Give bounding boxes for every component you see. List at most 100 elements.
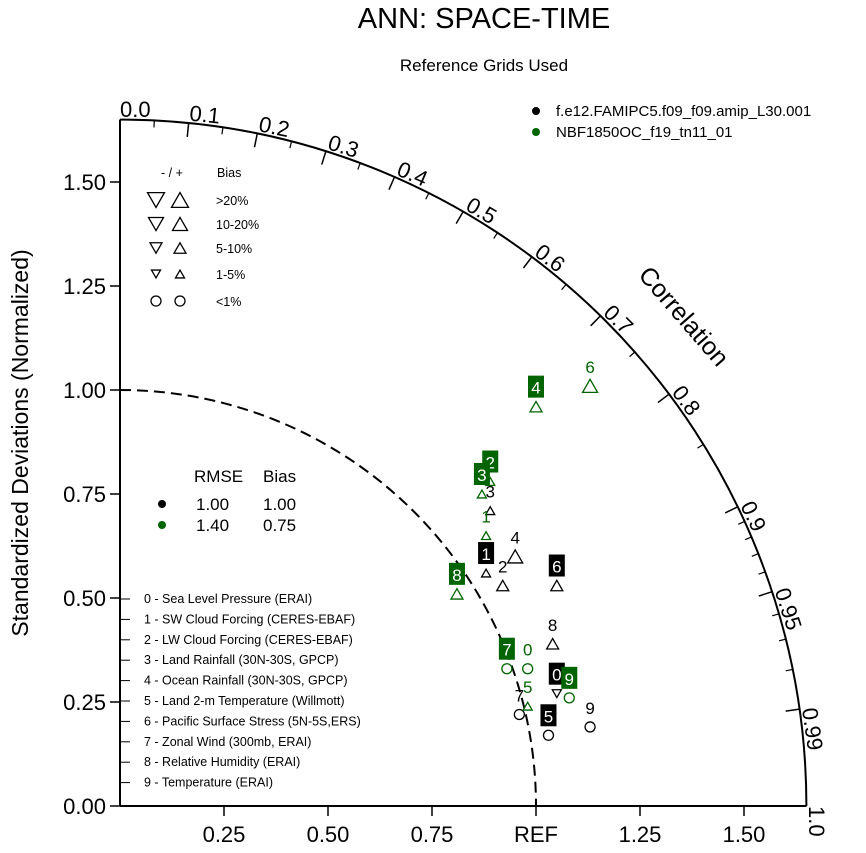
data-point-label-box (448, 562, 465, 585)
correlation-tick-label: 1.0 (804, 806, 829, 837)
variable-list-item: 0 - Sea Level Pressure (ERAI) (144, 592, 312, 606)
correlation-minor-tick (758, 571, 766, 575)
legend-layer: - / + Bias >20% 10-20% 5-10% 1-5% <1% RMSE Bias 1… (120, 103, 811, 790)
correlation-tick-label: 0.2 (257, 111, 292, 142)
bias-legend-triangle-pos (170, 191, 190, 209)
bias-legend-row-label: <1% (216, 295, 241, 309)
correlation-minor-tick (357, 162, 361, 170)
correlation-tick-label: 0.3 (325, 130, 362, 163)
data-point-label: 2 (498, 558, 507, 577)
data-point-marker (542, 729, 555, 741)
variable-list-item: 7 - Zonal Wind (300mb, ERAI) (144, 735, 311, 749)
series-legend-dot (532, 128, 540, 136)
variable-list-item: 4 - Ocean Rainfall (30N-30S, GPCP) (144, 674, 348, 688)
reference-circle (119, 389, 537, 807)
bias-legend-triangle-neg (147, 216, 165, 232)
y-tick-label: 0.75 (63, 482, 106, 507)
correlation-tick-label: 0.6 (530, 239, 569, 277)
rmse-legend-bias-value: 1.00 (263, 495, 296, 514)
variable-list-item: 3 - Land Rainfall (30N-30S, GPCP) (144, 653, 339, 667)
correlation-tick (321, 150, 327, 165)
rmse-legend-bias-value: 0.75 (263, 516, 296, 535)
data-point-label: 5 (523, 678, 532, 697)
correlation-minor-tick (425, 192, 430, 200)
data-point-label: 1 (481, 508, 490, 527)
data-point-label-box (548, 554, 565, 577)
correlation-minor-tick (751, 553, 759, 557)
data-point-label: 7 (515, 686, 524, 705)
variable-list-item: 9 - Temperature (ERAI) (144, 776, 273, 790)
correlation-tick (657, 393, 670, 404)
correlation-tick-label: 0.1 (188, 101, 221, 129)
x-ref-label: REF (514, 822, 558, 847)
data-point-label: 5 (544, 707, 553, 726)
correlation-tick-label: 0.9 (736, 497, 772, 535)
bias-legend-circle-pos (174, 295, 186, 307)
data-point-marker (549, 578, 564, 592)
y-tick-label: 1.00 (63, 378, 106, 403)
correlation-minor-tick (778, 638, 786, 642)
data-point-label: 8 (452, 566, 461, 585)
series-legend-label: NBF1850OC_f19_tn11_01 (556, 124, 733, 141)
data-point-marker (545, 637, 560, 650)
bias-legend-triangle-pos (172, 241, 188, 254)
data-point-marker (501, 663, 513, 675)
bias-legend-triangle-pos (174, 268, 186, 279)
bias-legend-circle-neg (150, 295, 162, 307)
correlation-tick (455, 211, 464, 225)
rmse-legend-dot (158, 521, 166, 529)
variable-list-item: 5 - Land 2-m Temperature (Willmott) (144, 694, 345, 708)
correlation-tick-label: 0.5 (462, 192, 501, 229)
data-point-marker (506, 548, 524, 564)
data-point-marker (495, 578, 510, 592)
correlation-minor-tick (289, 141, 293, 149)
rmse-legend-bias-header: Bias (263, 467, 296, 486)
data-point-marker (476, 488, 488, 499)
data-point-label-box (498, 637, 515, 660)
variable-list-item: 1 - SW Cloud Forcing (CERES-EBAF) (144, 612, 355, 626)
correlation-minor-tick (744, 536, 752, 541)
correlation-tick-label: 0.95 (770, 585, 807, 633)
x-tick-label: 0.50 (307, 822, 350, 847)
data-point-marker (449, 587, 465, 600)
correlation-tick-label: 0.7 (599, 300, 638, 339)
data-point-label: 2 (486, 454, 495, 473)
data-point-marker (480, 567, 492, 578)
data-point-label: 4 (531, 379, 540, 398)
correlation-arc (119, 118, 808, 807)
correlation-minor-tick (221, 127, 224, 135)
data-point-marker (480, 530, 492, 541)
data-point-label: 3 (477, 466, 486, 485)
data-point-label-box (561, 666, 578, 689)
data-point-label: 8 (548, 616, 557, 635)
bias-legend-triangle-neg (146, 191, 166, 209)
rmse-legend-dot (158, 500, 166, 508)
data-point-label: 7 (502, 641, 511, 660)
correlation-tick-label: 0.99 (797, 706, 828, 752)
correlation-minor-tick (738, 520, 745, 525)
data-point-label: 0 (523, 641, 532, 660)
data-point-marker (584, 721, 596, 733)
correlation-minor-tick (772, 613, 780, 617)
bias-legend-triangle-pos (171, 216, 189, 232)
series-legend-dot (532, 107, 540, 115)
bias-legend-triangle-neg (148, 242, 164, 255)
data-point-marker (522, 700, 534, 711)
data-point-label: 6 (552, 558, 561, 577)
data-point-marker (528, 400, 544, 413)
correlation-tick-label: 0.4 (394, 156, 432, 191)
correlation-tick-label: 0.8 (667, 381, 705, 420)
data-point-label-box (548, 662, 565, 685)
data-point-label-box (540, 704, 557, 727)
x-tick-label: 0.75 (411, 822, 454, 847)
data-point-marker (484, 505, 496, 516)
rmse-legend-rmse-value: 1.00 (196, 495, 229, 514)
x-tick-label: 0.25 (203, 822, 246, 847)
y-tick-label: 0.50 (63, 586, 106, 611)
x-tick-label: 1.25 (619, 822, 662, 847)
data-point-label: 9 (565, 670, 574, 689)
correlation-title: Correlation (633, 261, 734, 372)
rmse-legend-header: RMSE (194, 467, 243, 486)
